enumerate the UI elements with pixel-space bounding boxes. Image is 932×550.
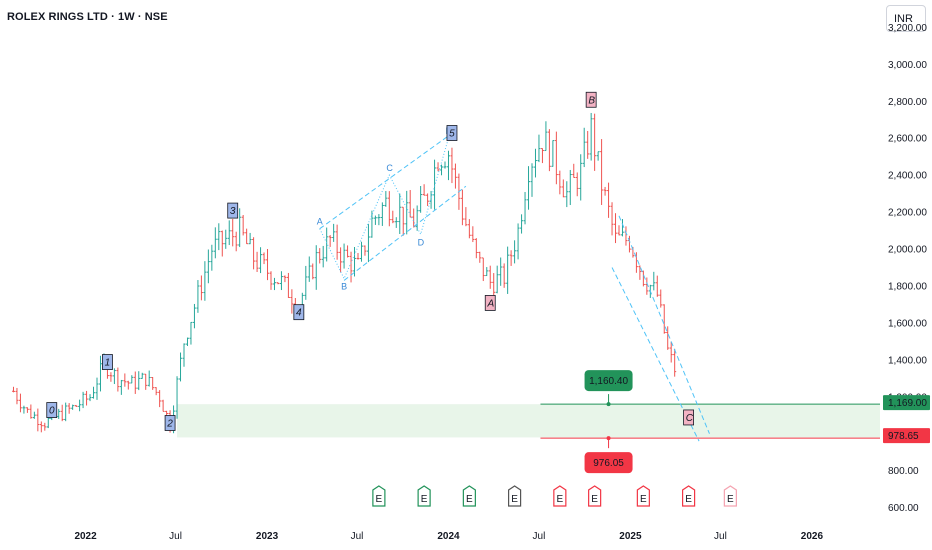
wave-label-4: 4 (296, 308, 302, 319)
x-tick-label: Jul (351, 531, 364, 542)
wave-label-c: C (686, 413, 694, 424)
callout-box-lower (584, 452, 633, 474)
earnings-marker (636, 485, 650, 507)
wave-box-a (484, 295, 496, 311)
earnings-marker (553, 485, 567, 507)
axis-tag-upper (883, 395, 930, 411)
callout-label-lower: 976.05 (593, 458, 624, 469)
axis-tag-label-upper: 1,169.00 (888, 398, 927, 409)
y-tick-label: 1,800.00 (888, 281, 927, 292)
wave-box-1 (102, 354, 113, 370)
earnings-marker-label: E (557, 494, 564, 505)
axis-tag-label-lower: 978.65 (888, 431, 919, 442)
wave-box-3 (227, 202, 239, 219)
y-tick-label: 1,400.00 (888, 355, 927, 366)
earnings-marker (508, 485, 522, 507)
y-tick-label: 2,600.00 (888, 134, 927, 145)
wave-label-a: A (486, 298, 494, 309)
channel-desc-upper (618, 215, 710, 434)
x-tick-label: 2025 (619, 531, 642, 542)
x-tick-label: Jul (169, 531, 182, 542)
wave-box-c (683, 409, 694, 426)
y-tick-label: 3,200.00 (888, 23, 927, 34)
earnings-marker-label: E (511, 494, 518, 505)
subwave-label-a: A (317, 217, 323, 227)
y-tick-label: 2,200.00 (888, 208, 927, 219)
earnings-marker-label: E (591, 494, 598, 505)
y-tick-label: 2,000.00 (888, 245, 927, 256)
wave-label-5: 5 (449, 129, 455, 140)
x-tick-label: Jul (714, 531, 727, 542)
y-tick-label: 1,600.00 (888, 318, 927, 329)
earnings-marker (723, 485, 737, 507)
callout-dot-upper (606, 402, 611, 407)
wave-label-b: B (588, 95, 595, 106)
channel-upper (319, 130, 456, 230)
wave-box-4 (293, 304, 305, 321)
axis-tag-lower (883, 428, 930, 444)
candles (11, 112, 677, 434)
currency-button[interactable]: INR (886, 5, 926, 32)
earnings-marker-label: E (640, 494, 647, 505)
earnings-marker-label: E (685, 494, 692, 505)
callout-dot-lower (606, 436, 611, 441)
earnings-marker-label: E (421, 494, 428, 505)
earnings-marker (372, 485, 386, 507)
x-tick-label: 2023 (256, 531, 279, 542)
wave-box-0 (46, 402, 58, 418)
earnings-marker-label: E (376, 494, 383, 505)
wave-label-0: 0 (49, 406, 55, 417)
support-zone (177, 404, 881, 438)
callout-label-upper: 1,160.40 (589, 376, 628, 387)
wave-box-2 (164, 415, 176, 431)
y-tick-label: 2,400.00 (888, 171, 927, 182)
subwave-label-d: D (418, 237, 425, 247)
x-tick-label: Jul (533, 531, 546, 542)
x-tick-label: 2022 (74, 531, 97, 542)
earnings-marker-label: E (466, 494, 473, 505)
wave-label-3: 3 (230, 206, 236, 217)
x-tick-label: 2024 (437, 531, 460, 542)
wave-box-5 (446, 125, 458, 141)
subwave-path (319, 138, 449, 280)
channel-lower (343, 185, 467, 281)
wave-box-b (585, 91, 597, 108)
x-tick-label: 2026 (801, 531, 824, 542)
earnings-marker-label: E (727, 494, 734, 505)
wave-label-2: 2 (166, 418, 173, 429)
subwave-label-c: C (386, 163, 393, 173)
chart-title: ROLEX RINGS LTD · 1W · NSE (7, 11, 168, 23)
y-tick-label: 600.00 (888, 503, 919, 514)
callout-box-upper (584, 370, 633, 392)
earnings-marker (588, 485, 602, 507)
earnings-marker (417, 485, 431, 507)
y-tick-label: 800.00 (888, 466, 919, 477)
subwave-label-b: B (341, 282, 347, 292)
earnings-marker (682, 485, 696, 507)
wave-label-1: 1 (105, 358, 111, 369)
earnings-marker (462, 485, 476, 507)
y-tick-label: 3,000.00 (888, 60, 927, 71)
y-tick-label: 2,800.00 (888, 97, 927, 108)
